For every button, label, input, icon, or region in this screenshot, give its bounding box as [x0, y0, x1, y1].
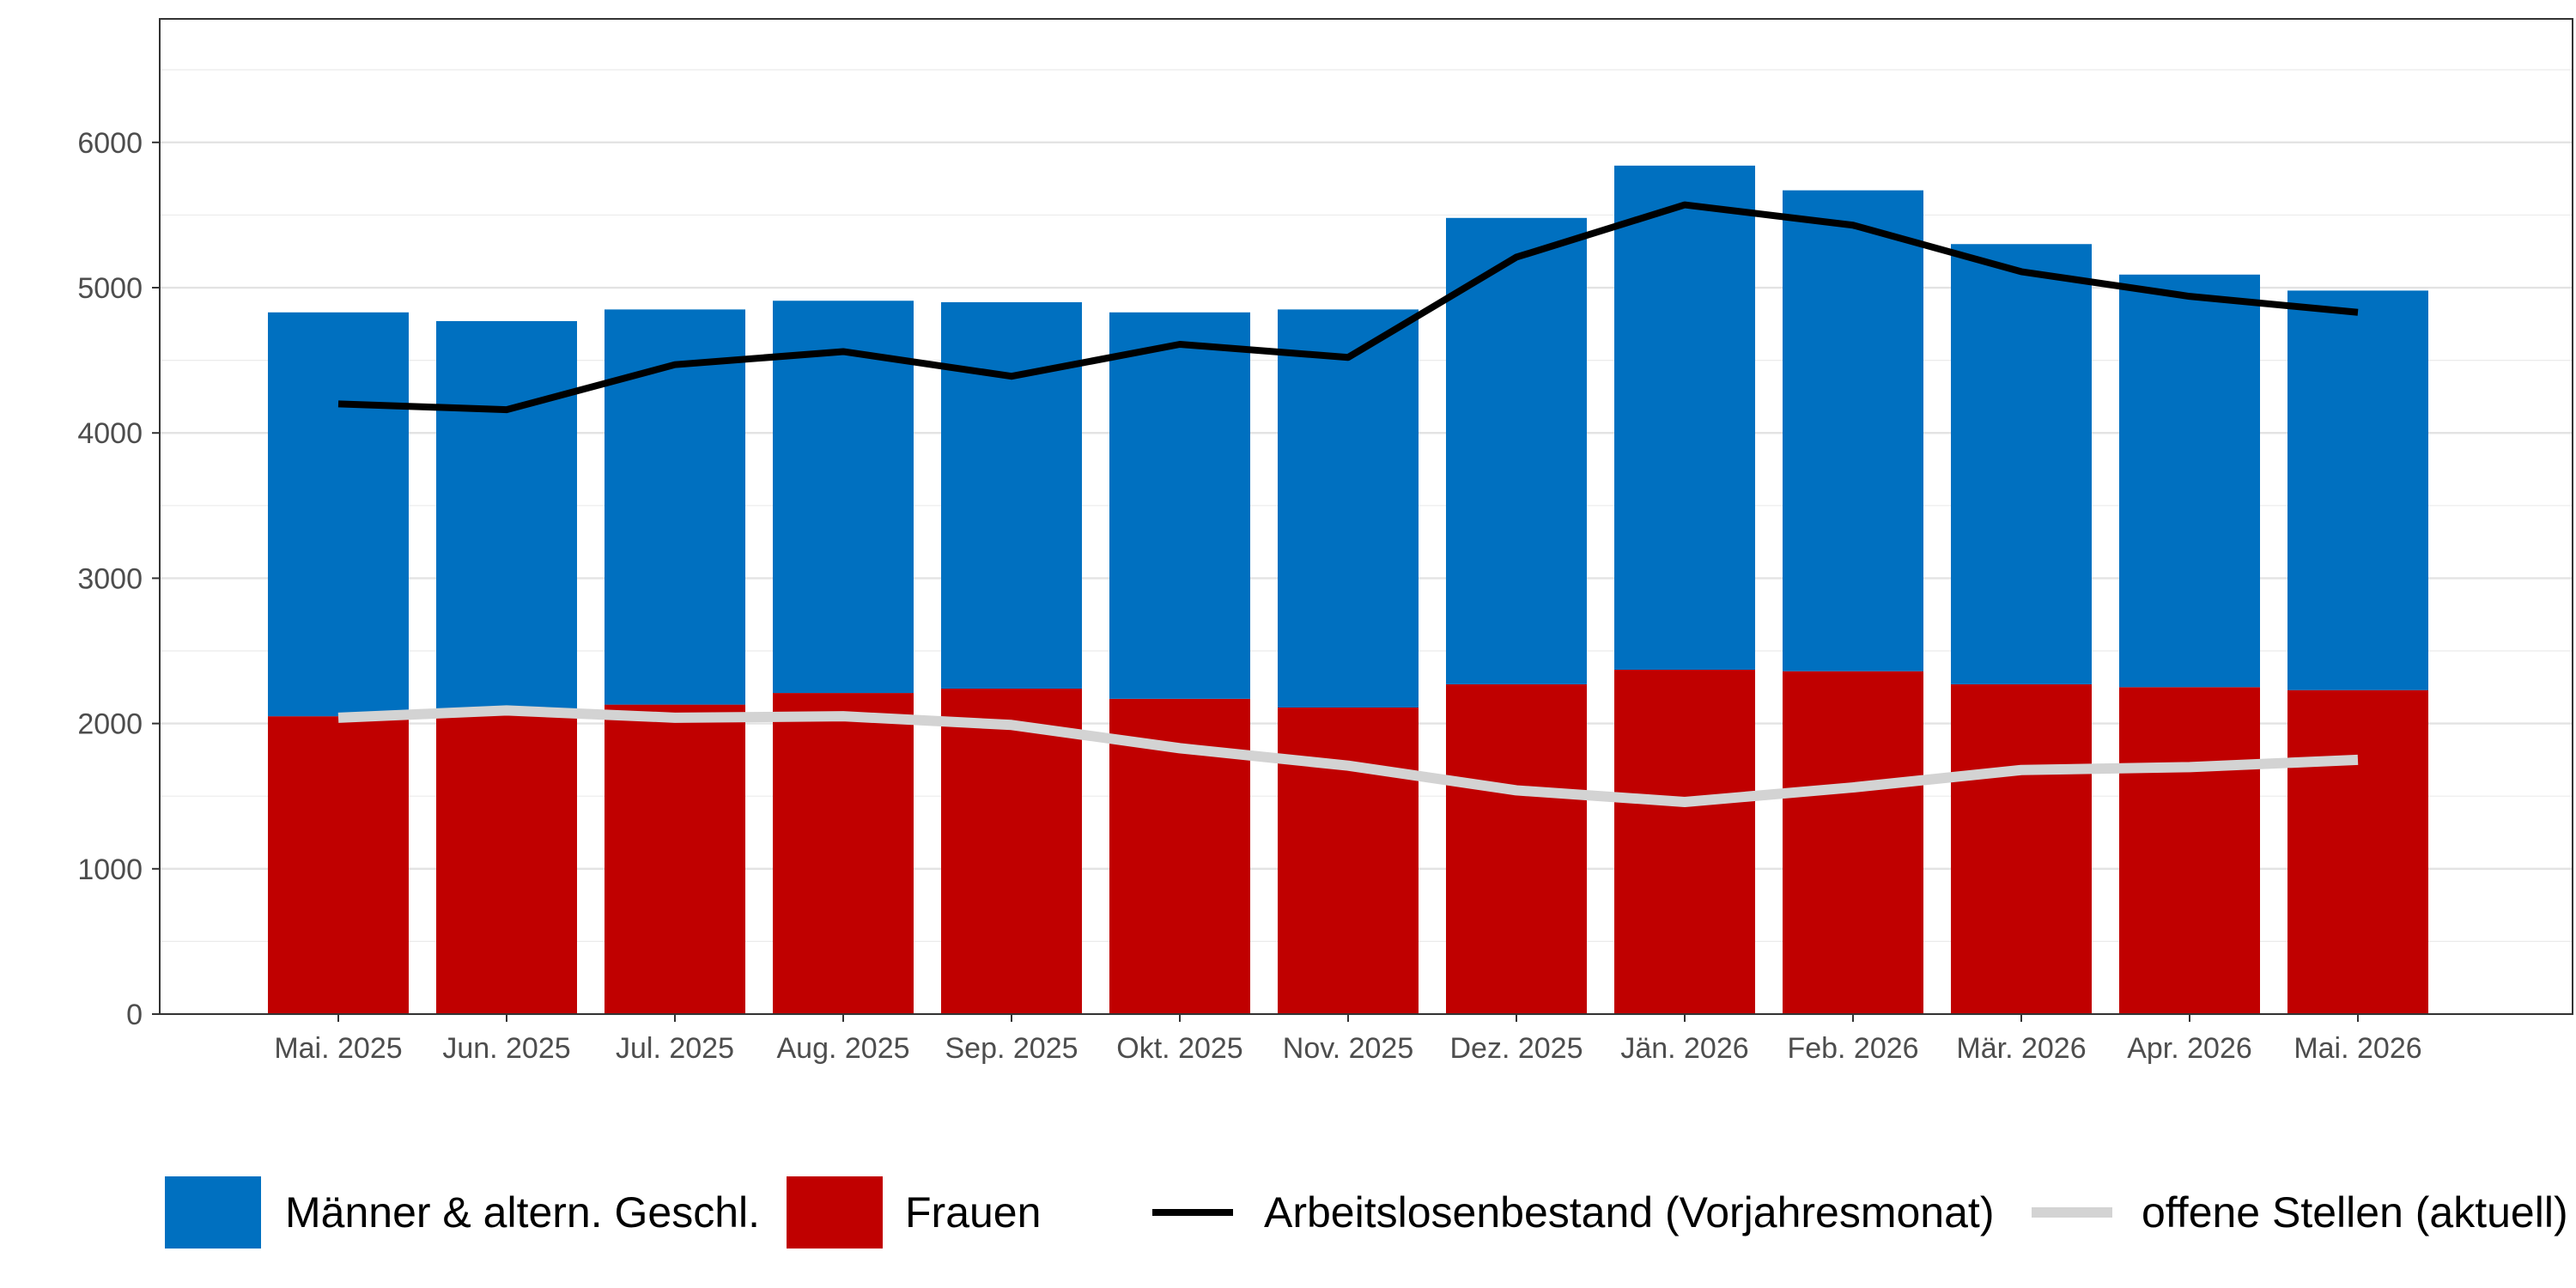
legend-label: offene Stellen (aktuell) — [2142, 1188, 2568, 1236]
bar-segment — [1951, 683, 2092, 1014]
legend-key — [787, 1176, 883, 1249]
y-tick-label: 6000 — [77, 127, 143, 160]
lines — [337, 201, 2359, 807]
x-tick-label: Jun. 2025 — [442, 1032, 570, 1065]
bar-segment — [1951, 244, 2092, 684]
y-tick-label: 2000 — [77, 708, 143, 741]
series-line — [337, 201, 2359, 414]
x-tick-label: Okt. 2025 — [1116, 1032, 1242, 1065]
y-tick-label: 5000 — [77, 272, 143, 305]
x-tick-label: Sep. 2025 — [945, 1032, 1078, 1065]
x-tick-label: Mär. 2026 — [1956, 1032, 2086, 1065]
bar-segment — [1614, 670, 1755, 1014]
y-axis: 0 1000 2000 3000 4000 5000 6000 — [77, 127, 160, 1031]
bar-segment — [1783, 671, 1923, 1014]
bar-segment — [2119, 687, 2260, 1014]
bar-segment — [1109, 312, 1250, 699]
x-axis: Mai. 2025 Jun. 2025 Jul. 2025 Aug. 2025 Sep.… — [274, 1014, 2422, 1065]
legend-label: Frauen — [905, 1188, 1041, 1236]
legend-label: Arbeitslosenbestand (Vorjahresmonat) — [1264, 1188, 1994, 1236]
bar-segment — [941, 688, 1082, 1014]
bar-segment — [1446, 683, 1587, 1014]
bar-segment — [1614, 165, 1755, 671]
bar-segment — [436, 710, 577, 1014]
bar-segment — [2287, 690, 2428, 1014]
legend-key — [165, 1176, 261, 1249]
bar-segment — [1783, 190, 1923, 671]
bars — [268, 165, 2428, 1014]
bar-segment — [605, 704, 745, 1014]
bar-segment — [1446, 217, 1587, 684]
bar-segment — [773, 693, 914, 1014]
bar-segment — [773, 301, 914, 694]
bar-segment — [436, 320, 577, 711]
series-line — [337, 705, 2359, 807]
y-tick-label: 0 — [126, 999, 143, 1031]
bar-segment — [941, 301, 1082, 689]
bar-segment — [1278, 707, 1419, 1014]
bar-segment — [268, 312, 409, 717]
x-tick-label: Aug. 2025 — [776, 1032, 909, 1065]
x-tick-label: Jän. 2026 — [1620, 1032, 1748, 1065]
bar-segment — [2287, 290, 2428, 690]
legend-label: Männer & altern. Geschl. — [285, 1188, 760, 1236]
y-tick-label: 1000 — [77, 854, 143, 886]
y-tick-label: 4000 — [77, 417, 143, 450]
bar-segment — [2119, 274, 2260, 688]
x-tick-label: Dez. 2025 — [1450, 1032, 1583, 1065]
bar-segment — [268, 716, 409, 1014]
x-tick-label: Jul. 2025 — [616, 1032, 734, 1065]
bar-segment — [605, 309, 745, 705]
x-tick-label: Apr. 2026 — [2127, 1032, 2252, 1065]
legend: Männer & altern. Geschl. Frauen Arbeitslos… — [165, 1176, 2568, 1249]
y-tick-label: 3000 — [77, 562, 143, 595]
x-tick-label: Feb. 2026 — [1787, 1032, 1918, 1065]
x-tick-label: Nov. 2025 — [1283, 1032, 1413, 1065]
x-tick-label: Mai. 2026 — [2293, 1032, 2421, 1065]
x-tick-label: Mai. 2025 — [274, 1032, 402, 1065]
panel-border — [159, 18, 2573, 1015]
bar-segment — [1278, 309, 1419, 708]
